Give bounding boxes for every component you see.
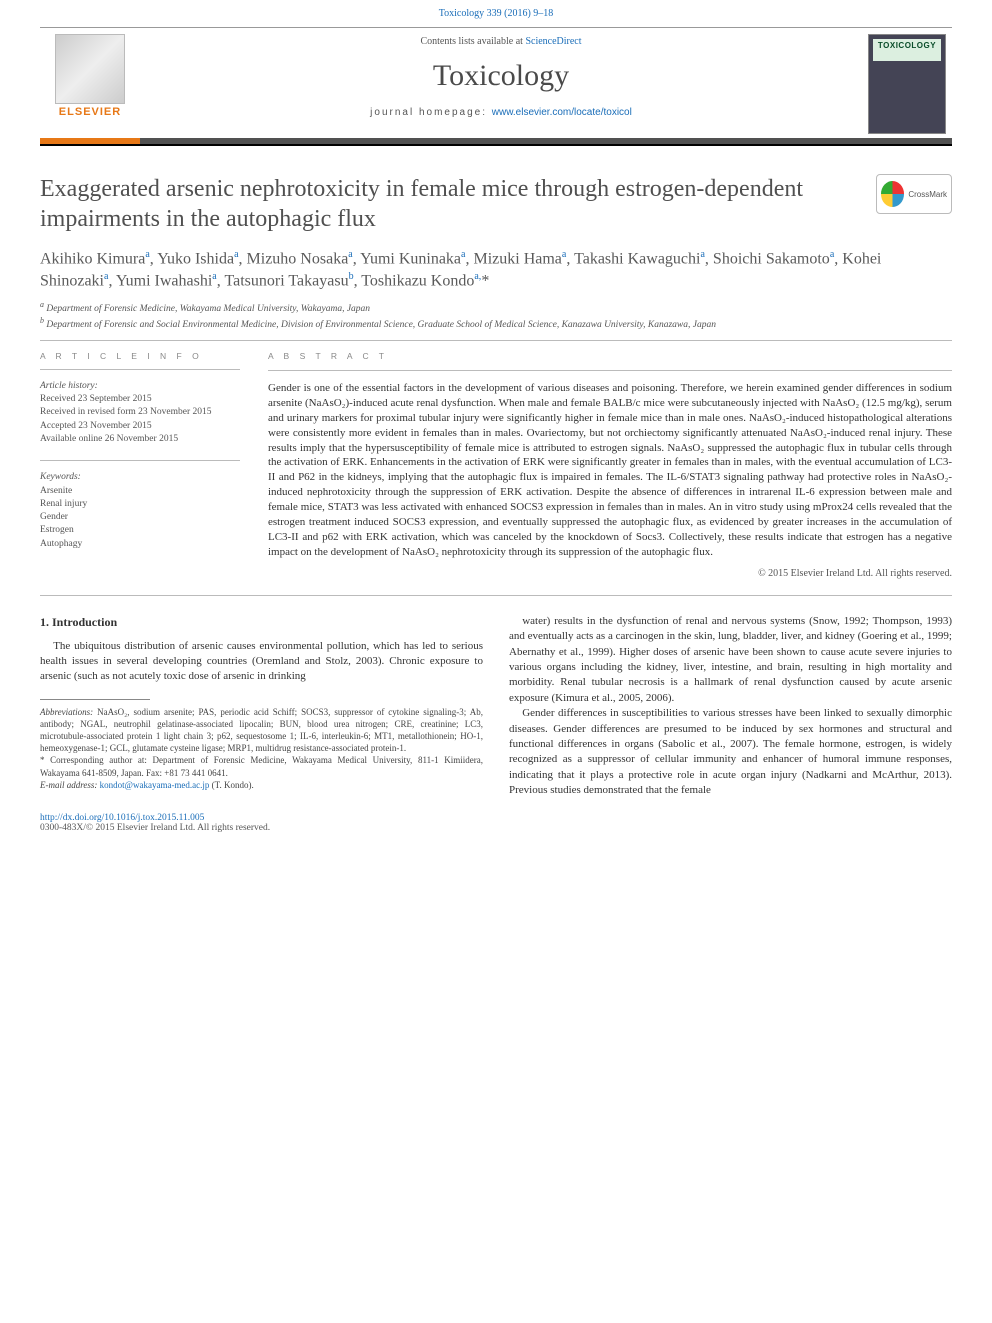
abbrev-label: Abbreviations: (40, 707, 93, 717)
abstract-text: Gender is one of the essential factors i… (268, 381, 952, 559)
sciencedirect-link[interactable]: ScienceDirect (525, 36, 581, 47)
cover-title: TOXICOLOGY (869, 41, 945, 50)
keyword: Arsenite (40, 485, 240, 498)
elsevier-tree-icon (55, 34, 125, 104)
divider (40, 595, 952, 596)
masthead-center: Contents lists available at ScienceDirec… (140, 28, 862, 144)
keyword: Autophagy (40, 538, 240, 551)
history-online: Available online 26 November 2015 (40, 433, 240, 446)
intro-paragraph-1: The ubiquitous distribution of arsenic c… (40, 639, 483, 685)
homepage-prefix: journal homepage: (370, 107, 492, 118)
intro-paragraph-2b: Gender differences in susceptibilities t… (509, 706, 952, 798)
publisher-block: ELSEVIER (40, 28, 140, 144)
author-list: Akihiko Kimuraa, Yuko Ishidaa, Mizuho No… (40, 248, 952, 292)
crossmark-icon (881, 181, 904, 207)
footnotes: Abbreviations: NaAsO₂, sodium arsenite; … (40, 706, 483, 791)
doi-link[interactable]: http://dx.doi.org/10.1016/j.tox.2015.11.… (40, 813, 204, 823)
crossmark-label: CrossMark (908, 190, 947, 199)
keywords-heading: Keywords: (40, 471, 240, 484)
section-heading-intro: 1. Introduction (40, 614, 483, 631)
issn-line: 0300-483X/© 2015 Elsevier Ireland Ltd. A… (40, 823, 270, 833)
keyword: Estrogen (40, 524, 240, 537)
masthead: ELSEVIER Contents lists available at Sci… (40, 27, 952, 146)
history-block: Article history: Received 23 September 2… (40, 380, 240, 446)
abstract-copyright: © 2015 Elsevier Ireland Ltd. All rights … (268, 567, 952, 581)
footnote-rule (40, 699, 150, 700)
homepage-line: journal homepage: www.elsevier.com/locat… (150, 107, 852, 118)
cover-image: TOXICOLOGY (868, 34, 946, 134)
corresponding-author: * Corresponding author at: Department of… (40, 754, 483, 778)
email-label: E-mail address: (40, 780, 97, 790)
homepage-link[interactable]: www.elsevier.com/locate/toxicol (492, 107, 632, 118)
affiliations: a Department of Forensic Medicine, Wakay… (40, 300, 952, 332)
contents-line: Contents lists available at ScienceDirec… (150, 36, 852, 47)
email-suffix: (T. Kondo). (209, 780, 253, 790)
affiliation-a: a Department of Forensic Medicine, Wakay… (40, 300, 952, 316)
keyword: Renal injury (40, 498, 240, 511)
journal-cover-thumb: TOXICOLOGY (862, 28, 952, 144)
publisher-name: ELSEVIER (59, 106, 121, 118)
running-header-link[interactable]: Toxicology 339 (2016) 9–18 (439, 8, 554, 19)
history-revised: Received in revised form 23 November 201… (40, 406, 240, 419)
abbrev-text: NaAsO₂, sodium arsenite; PAS, periodic a… (40, 707, 483, 753)
contents-prefix: Contents lists available at (420, 36, 525, 47)
keyword: Gender (40, 511, 240, 524)
running-header: Toxicology 339 (2016) 9–18 (0, 0, 992, 23)
intro-paragraph-2a: water) results in the dysfunction of ren… (509, 614, 952, 706)
affiliation-b: b Department of Forensic and Social Envi… (40, 316, 952, 332)
article-title: Exaggerated arsenic nephrotoxicity in fe… (40, 174, 952, 234)
history-accepted: Accepted 23 November 2015 (40, 420, 240, 433)
keywords-block: Keywords: Arsenite Renal injury Gender E… (40, 471, 240, 551)
email-link[interactable]: kondot@wakayama-med.ac.jp (100, 780, 210, 790)
abstract-column: A B S T R A C T Gender is one of the ess… (268, 351, 952, 581)
body-columns: 1. Introduction The ubiquitous distribut… (40, 614, 952, 799)
article-info-label: A R T I C L E I N F O (40, 351, 240, 361)
abstract-label: A B S T R A C T (268, 351, 952, 362)
doi-block: http://dx.doi.org/10.1016/j.tox.2015.11.… (40, 813, 952, 833)
history-heading: Article history: (40, 380, 240, 393)
crossmark-badge[interactable]: CrossMark (876, 174, 952, 214)
article-info-column: A R T I C L E I N F O Article history: R… (40, 351, 240, 581)
history-received: Received 23 September 2015 (40, 393, 240, 406)
divider (40, 340, 952, 341)
journal-name: Toxicology (150, 59, 852, 93)
